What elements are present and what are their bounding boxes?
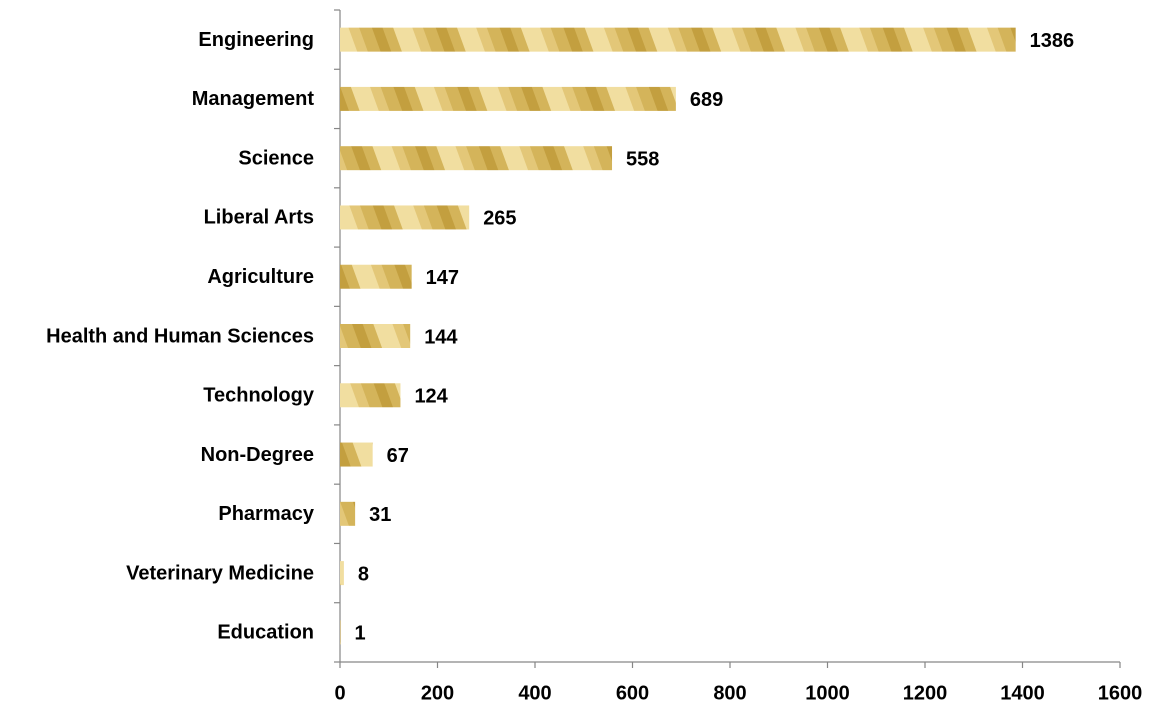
value-label: 67 (387, 445, 409, 467)
y-tick-label: Agriculture (207, 266, 314, 288)
x-tick-label: 1200 (903, 682, 948, 704)
value-label: 1 (354, 623, 365, 645)
bar (340, 205, 470, 230)
bar (340, 27, 1016, 52)
value-label: 8 (358, 563, 369, 585)
bar (340, 383, 401, 408)
x-tick-label: 1000 (805, 682, 850, 704)
value-label: 144 (424, 326, 458, 348)
x-tick-label: 1600 (1098, 682, 1143, 704)
value-label: 558 (626, 148, 659, 170)
value-label: 265 (483, 208, 516, 230)
x-tick-label: 600 (616, 682, 649, 704)
bar (340, 324, 411, 348)
x-tick-label: 800 (713, 682, 746, 704)
value-label: 689 (690, 89, 723, 111)
bar (340, 264, 412, 289)
value-label: 147 (426, 267, 459, 289)
value-label: 31 (369, 504, 391, 526)
y-tick-label: Education (217, 622, 314, 644)
bar (340, 501, 356, 526)
y-tick-label: Pharmacy (218, 503, 314, 525)
x-tick-label: 400 (518, 682, 551, 704)
x-tick-label: 0 (334, 682, 345, 704)
y-tick-label: Non-Degree (201, 444, 314, 466)
y-tick-label: Science (238, 147, 314, 169)
y-tick-label: Liberal Arts (204, 207, 314, 229)
bar (340, 561, 344, 586)
y-tick-label: Management (192, 88, 315, 110)
bar (340, 442, 373, 467)
y-tick-label: Health and Human Sciences (46, 325, 314, 347)
x-tick-label: 1400 (1000, 682, 1045, 704)
value-label: 1386 (1030, 30, 1075, 52)
value-label: 124 (414, 386, 448, 408)
y-tick-label: Technology (203, 385, 315, 407)
bar (340, 146, 613, 171)
y-tick-label: Veterinary Medicine (126, 562, 314, 584)
bar (340, 86, 676, 111)
x-tick-label: 200 (421, 682, 454, 704)
y-tick-label: Engineering (198, 29, 314, 51)
